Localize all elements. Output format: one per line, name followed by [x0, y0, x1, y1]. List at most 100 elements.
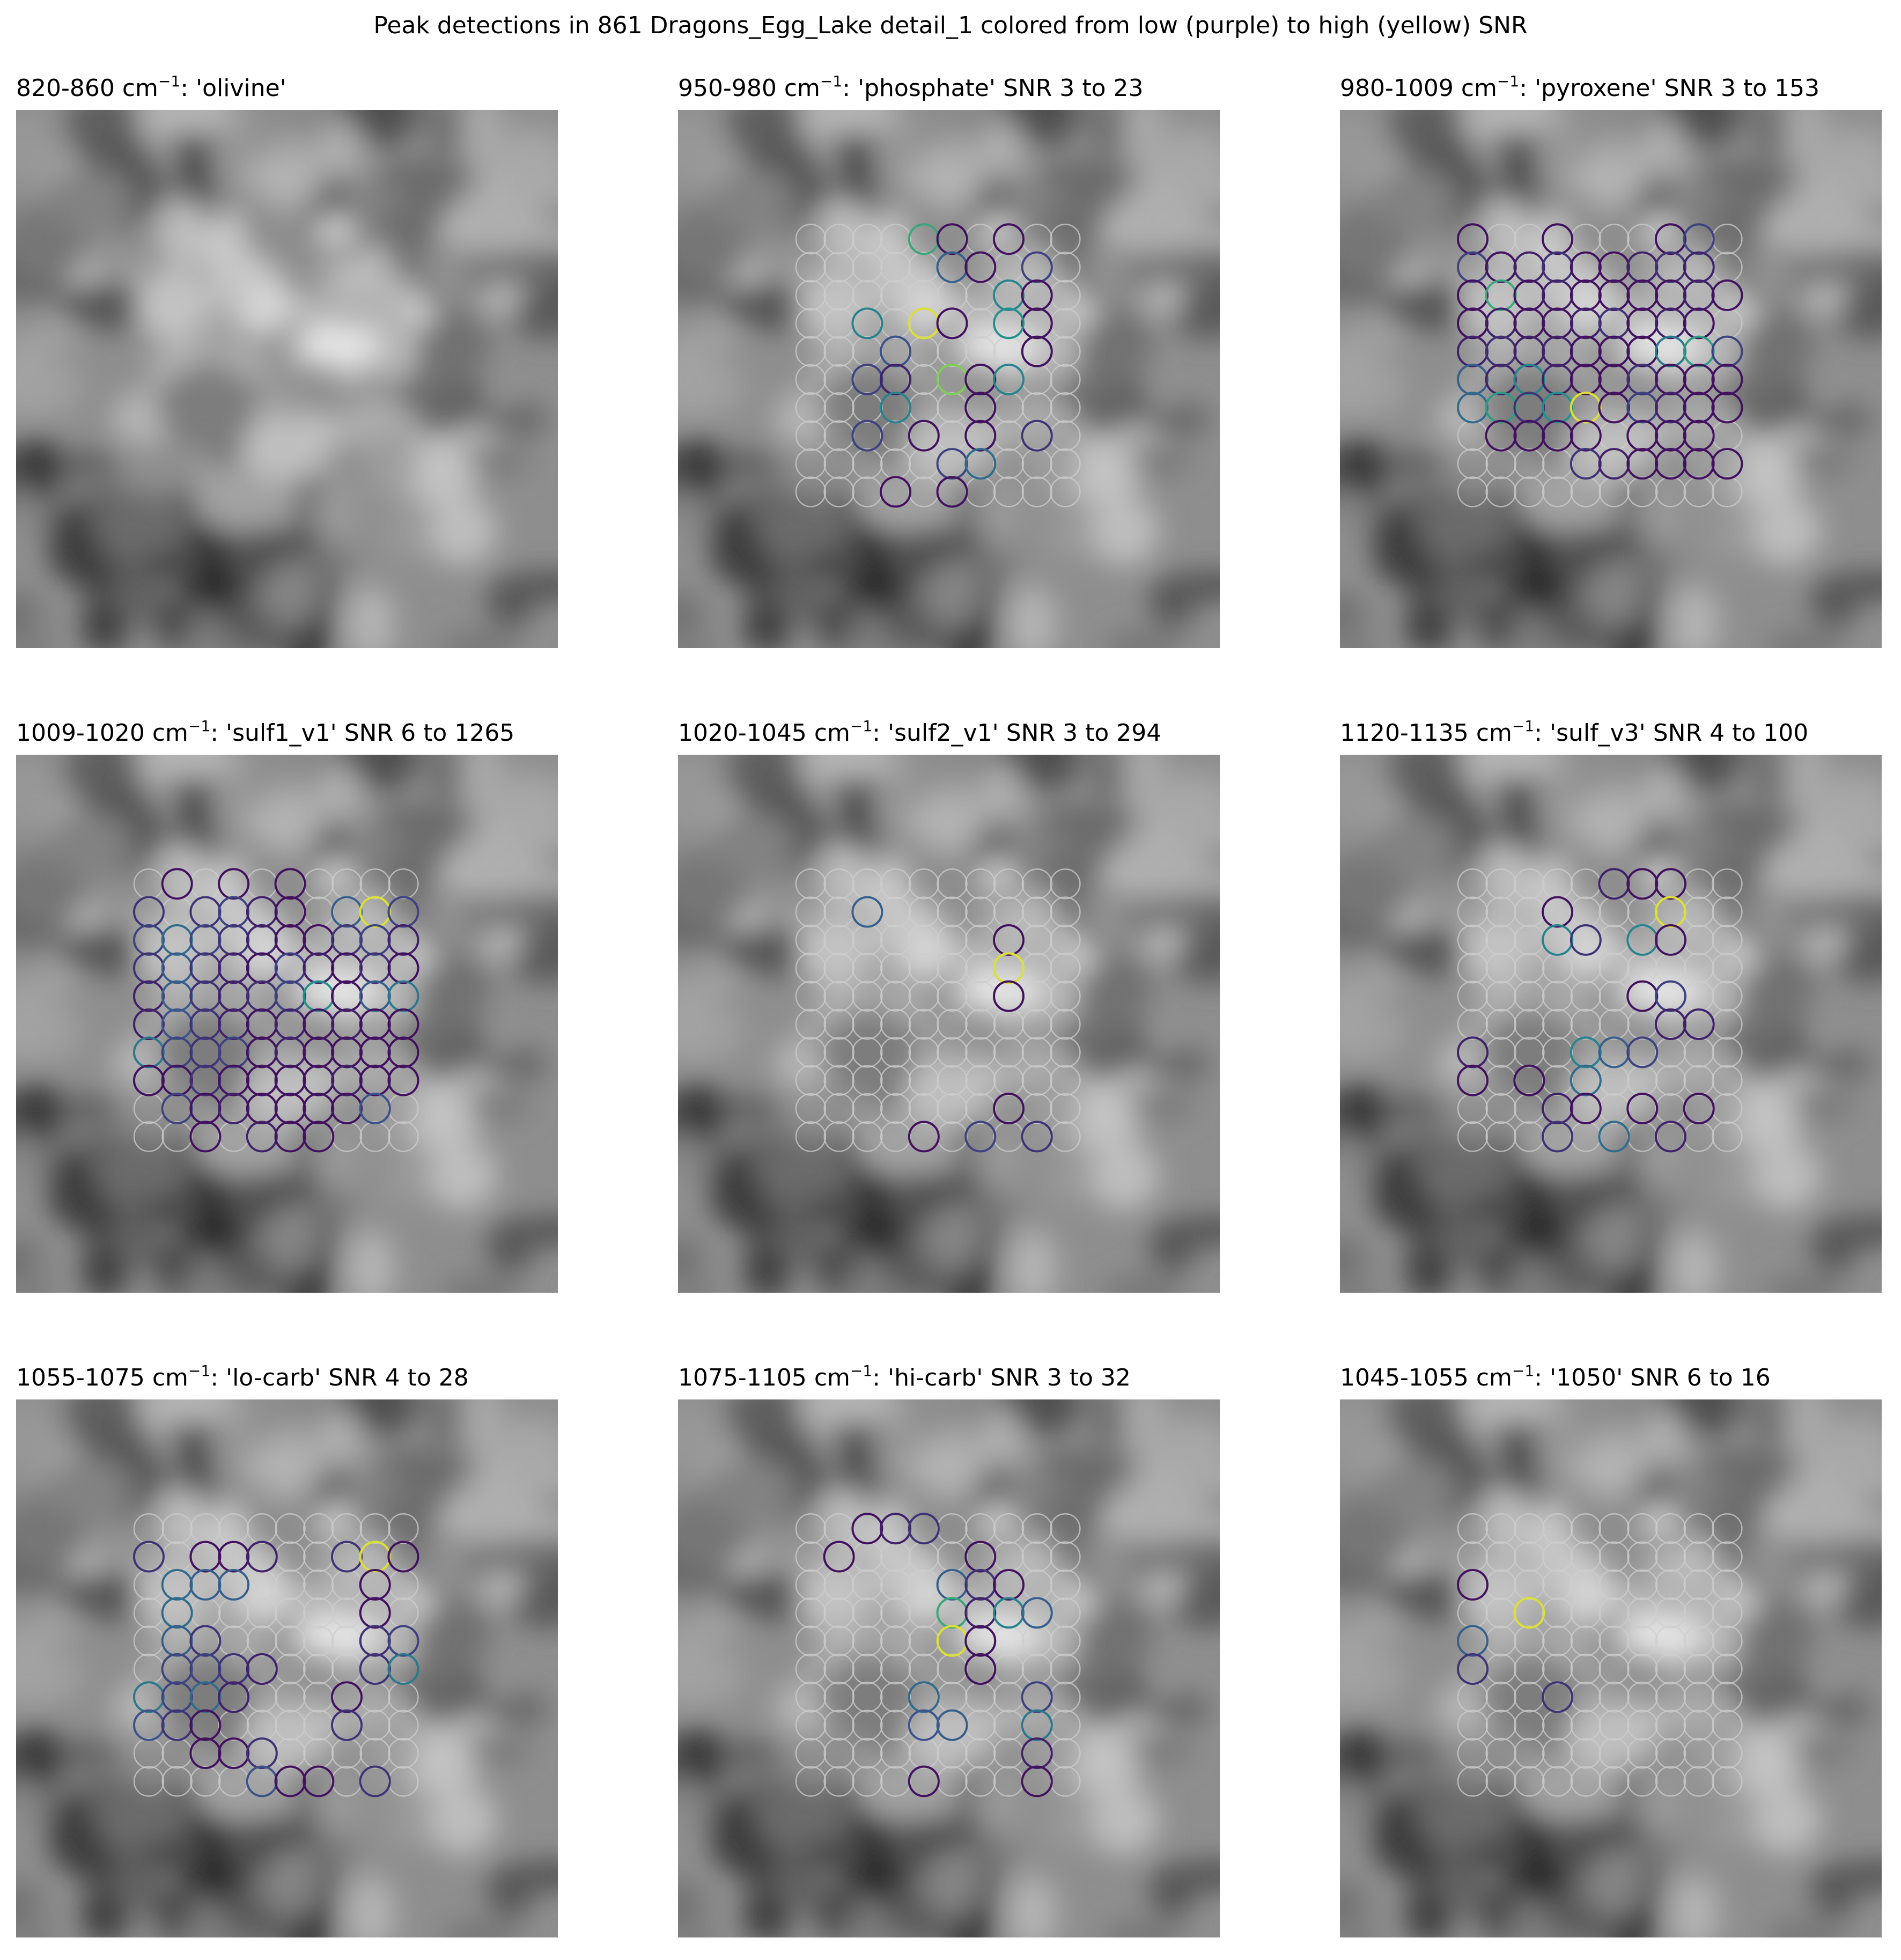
grid-spot	[1021, 392, 1052, 423]
grid-spot	[133, 1625, 165, 1656]
detection-marker	[387, 952, 419, 984]
grid-spot	[965, 1682, 996, 1713]
detection-marker	[1542, 335, 1574, 367]
snr-range-text: SNR 4 to 100	[1653, 719, 1809, 747]
grid-spot	[331, 1653, 363, 1685]
grid-spot	[1485, 953, 1516, 984]
grid-spot	[880, 924, 911, 956]
grid-spot	[218, 1597, 249, 1629]
grid-spot	[937, 1682, 968, 1713]
grid-spot	[965, 308, 996, 339]
detection-marker	[132, 1036, 165, 1069]
grid-spot	[823, 1737, 854, 1769]
grid-spot	[1598, 1653, 1630, 1685]
detection-marker	[1021, 1597, 1053, 1629]
grid-spot	[1514, 223, 1545, 255]
grid-spot	[795, 1737, 827, 1769]
detection-marker	[189, 1008, 222, 1040]
grid-spot	[852, 448, 883, 480]
grid-spot	[908, 1093, 940, 1124]
grid-spot	[1485, 448, 1516, 480]
detection-marker	[246, 980, 278, 1012]
grid-spot	[880, 1625, 911, 1656]
grid-spot	[1457, 1008, 1489, 1040]
grid-spot	[218, 1766, 249, 1797]
grid-spot	[1542, 1766, 1573, 1797]
grid-spot	[880, 308, 911, 339]
grid-spot	[993, 1037, 1025, 1068]
detection-marker	[936, 223, 968, 255]
grid-spot	[880, 1682, 911, 1713]
grid-spot	[1683, 1065, 1714, 1096]
detection-marker	[218, 1568, 250, 1601]
detection-marker	[1542, 1121, 1574, 1153]
unit-text: cm	[152, 1364, 188, 1391]
grid-spot	[1485, 1653, 1516, 1685]
grid-spot	[1050, 308, 1081, 339]
grid-spot	[965, 476, 996, 507]
detection-marker	[1456, 1568, 1489, 1601]
detection-marker	[1021, 1121, 1053, 1153]
grid-spot	[908, 1737, 940, 1769]
detection-marker	[1655, 223, 1686, 255]
grid-spot	[993, 896, 1025, 927]
detection-marker	[1513, 251, 1545, 283]
detection-marker	[1711, 279, 1743, 311]
grid-spot	[795, 1597, 827, 1629]
detection-marker	[132, 980, 165, 1012]
range-text: 950-980	[678, 75, 777, 102]
grid-spot	[1050, 1653, 1081, 1685]
grid-spot	[1542, 1513, 1573, 1544]
detection-markers	[851, 223, 1053, 508]
detection-marker	[1655, 924, 1686, 956]
detection-marker	[331, 980, 363, 1012]
grid-spot	[1683, 1513, 1714, 1544]
mineral-label: '1050'	[1550, 1364, 1623, 1391]
detection-markers	[132, 1541, 419, 1797]
detection-marker	[246, 924, 278, 956]
grid-spot	[1457, 1737, 1489, 1769]
snr-range-text: SNR 3 to 294	[1006, 719, 1162, 747]
detection-marker	[189, 1541, 222, 1573]
detection-marker	[1513, 1597, 1545, 1629]
grid-spot	[1050, 1513, 1081, 1544]
detection-marker	[1570, 392, 1602, 424]
detection-marker	[218, 1737, 250, 1770]
grid-spot	[1683, 868, 1714, 900]
grid-spot	[1570, 476, 1602, 507]
detection-marker	[936, 307, 968, 340]
grid-spot	[1457, 1513, 1489, 1544]
grid-spot	[1598, 1737, 1630, 1769]
detection-marker	[1626, 364, 1659, 395]
grid-spot	[1021, 1008, 1052, 1040]
grid-spot	[993, 1766, 1025, 1797]
detection-marker	[161, 980, 193, 1012]
grid-spot	[852, 953, 883, 984]
grid-spot	[1485, 1710, 1516, 1741]
detection-marker	[1513, 279, 1545, 311]
range-text: 1045-1055	[1340, 1364, 1469, 1391]
grid-spot	[1570, 896, 1602, 927]
detection-marker	[1542, 392, 1574, 424]
grid-spot	[1627, 1682, 1658, 1713]
grid-spot	[1457, 476, 1489, 507]
detection-marker	[387, 1064, 419, 1096]
grid-spot	[852, 223, 883, 255]
grid-spot	[1627, 1065, 1658, 1096]
grid-spot	[1712, 1597, 1743, 1629]
grid-spot	[795, 981, 827, 1012]
detection-marker	[161, 1597, 193, 1629]
grid-spot	[908, 924, 940, 956]
detection-marker	[908, 1765, 940, 1797]
detection-marker	[161, 868, 193, 900]
unit-text: cm	[1476, 719, 1512, 747]
grid-spot	[937, 1065, 968, 1096]
detection-marker	[1711, 392, 1743, 424]
grid-spot	[908, 448, 940, 480]
grid-spot	[303, 868, 334, 900]
detection-marker	[387, 1653, 419, 1685]
detection-marker	[1513, 1064, 1545, 1096]
grid-spot	[1050, 279, 1081, 311]
detection-marker	[132, 952, 165, 984]
grid-spot	[823, 1625, 854, 1656]
